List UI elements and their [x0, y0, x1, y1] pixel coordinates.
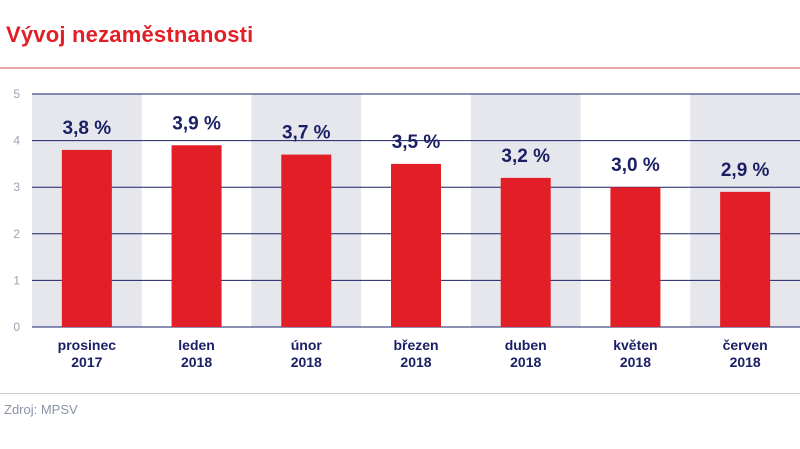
bar[interactable]	[171, 145, 222, 327]
footer-divider	[0, 393, 800, 394]
category-label-month: duben	[505, 337, 547, 353]
category-label-year: 2018	[181, 354, 212, 370]
source-note: Zdroj: MPSV	[4, 402, 78, 417]
category-label-year: 2017	[71, 354, 102, 370]
value-label: 3,5 %	[392, 132, 441, 153]
category-label-month: květen	[613, 337, 657, 353]
category-label-year: 2018	[510, 354, 541, 370]
y-tick-label: 4	[13, 134, 20, 148]
category-label-month: únor	[291, 337, 323, 353]
category-label-year: 2018	[400, 354, 431, 370]
value-label: 3,8 %	[63, 118, 112, 139]
chart-title: Vývoj nezaměstnanosti	[6, 22, 254, 47]
value-label: 3,2 %	[501, 146, 550, 167]
bar[interactable]	[720, 191, 771, 327]
bar[interactable]	[391, 163, 441, 327]
value-label: 3,7 %	[282, 123, 331, 144]
value-label: 2,9 %	[721, 160, 770, 181]
y-tick-label: 1	[13, 273, 20, 287]
category-label-month: červen	[723, 337, 768, 353]
bar[interactable]	[500, 177, 551, 327]
category-label-year: 2018	[620, 354, 651, 370]
category-label-year: 2018	[730, 354, 761, 370]
category-label-year: 2018	[291, 354, 322, 370]
bar[interactable]	[281, 154, 332, 327]
value-label: 3,0 %	[611, 155, 660, 176]
category-label-month: leden	[178, 337, 215, 353]
y-tick-label: 3	[13, 180, 20, 194]
bar[interactable]	[61, 149, 112, 327]
bar[interactable]	[610, 187, 661, 327]
category-label-month: březen	[393, 337, 438, 353]
category-label-month: prosinec	[58, 337, 117, 353]
y-tick-label: 0	[13, 320, 20, 334]
title-divider	[0, 67, 800, 69]
value-label: 3,9 %	[172, 113, 221, 134]
y-tick-label: 2	[13, 227, 20, 241]
y-tick-label: 5	[13, 87, 20, 101]
